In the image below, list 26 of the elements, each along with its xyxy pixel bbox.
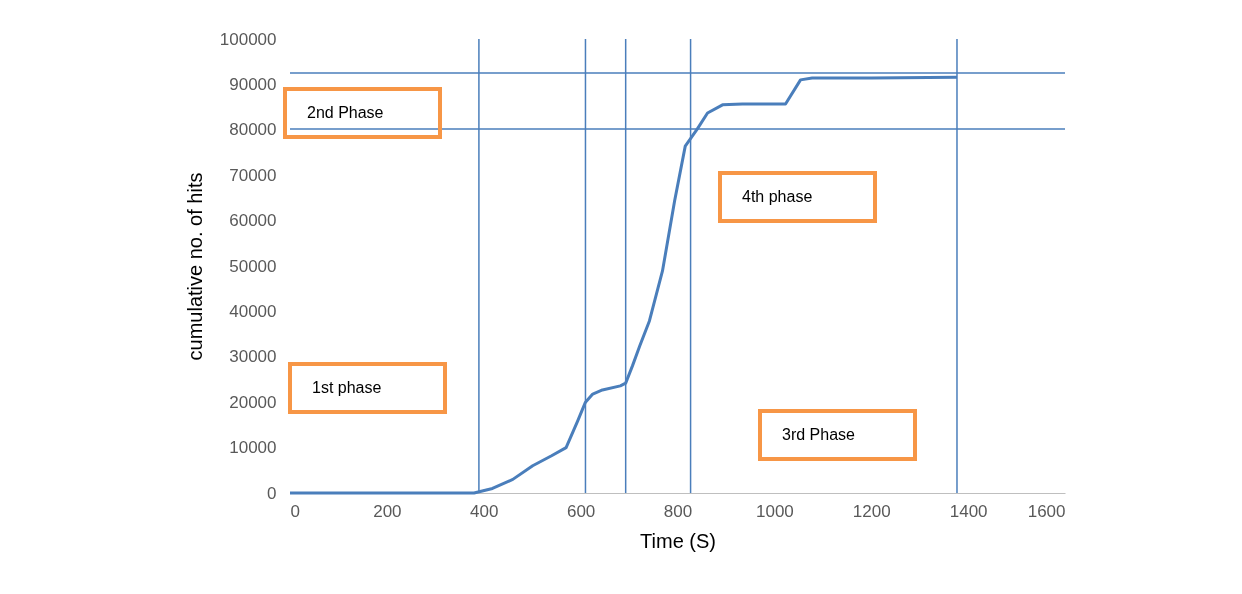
annotation: 1st phase [312,379,382,396]
annotation: 2nd Phase [307,104,384,121]
x-tick-label: 1200 [852,501,891,521]
y-tick-label: 10000 [229,438,277,458]
y-tick-label: 50000 [229,256,277,276]
y-tick-label: 40000 [229,301,277,321]
y-tick-label: 0 [267,483,277,503]
x-tick-label: 0 [290,501,300,521]
annotation: 4th phase [742,188,813,205]
x-axis-title: Time (S) [640,529,716,552]
y-tick-label: 100000 [219,29,277,49]
annotation: 3rd Phase [782,426,856,443]
y-tick-label: 70000 [229,165,277,185]
y-tick-label: 20000 [229,392,277,412]
y-tick-label: 90000 [229,74,277,94]
y-tick-label: 30000 [229,347,277,367]
y-axis-title: cumulative no. of hits [183,172,206,361]
y-tick-label: 60000 [229,211,277,231]
x-tick-label: 1000 [755,501,794,521]
x-tick-label: 1400 [949,501,988,521]
x-tick-label: 1600 [1027,501,1066,521]
x-tick-label: 800 [663,501,693,521]
x-tick-label: 200 [373,501,402,521]
x-tick-label: 600 [566,501,596,521]
x-tick-label: 400 [470,501,499,521]
y-tick-label: 80000 [229,120,277,140]
